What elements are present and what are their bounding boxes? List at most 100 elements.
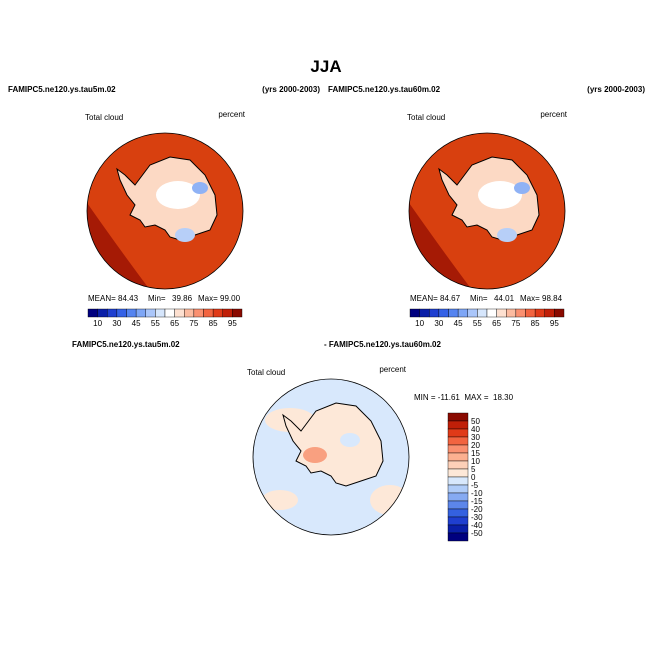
colorbar-label: -5 xyxy=(471,481,479,490)
colorbar-box xyxy=(447,532,469,542)
colorbar-box xyxy=(212,308,223,318)
colorbar-label: -15 xyxy=(471,497,483,506)
colorbar-label: 85 xyxy=(531,319,540,328)
map-border xyxy=(408,132,566,290)
colorbar-label: 75 xyxy=(189,319,198,328)
case-label: - FAMIPC5.ne120.ys.tau60m.02 xyxy=(324,340,441,349)
map xyxy=(409,133,565,289)
map xyxy=(87,133,243,289)
colorbar-box xyxy=(457,308,468,318)
colorbar-box xyxy=(87,308,98,318)
stat: 99.00 xyxy=(220,294,241,303)
colorbar-box xyxy=(107,308,118,318)
colorbar-box xyxy=(554,308,565,318)
colorbar-label: 30 xyxy=(112,319,121,328)
colorbar-box xyxy=(135,308,146,318)
colorbar-label: 10 xyxy=(93,319,102,328)
colorbar-box xyxy=(447,420,469,430)
colorbar-box xyxy=(447,484,469,494)
stat: 84.43 xyxy=(118,294,139,303)
colorbar-label: 55 xyxy=(151,319,160,328)
stat: Min= xyxy=(470,294,488,303)
colorbar-box xyxy=(448,308,459,318)
colorbar-label: 75 xyxy=(511,319,520,328)
colorbar-box xyxy=(534,308,545,318)
units-label: percent xyxy=(218,110,245,119)
colorbar-box xyxy=(184,308,195,318)
colorbar-label: 10 xyxy=(471,457,480,466)
colorbar-box xyxy=(496,308,507,318)
colorbar-box xyxy=(438,308,449,318)
colorbar-label: -30 xyxy=(471,513,483,522)
variable-label: Total cloud xyxy=(85,113,123,122)
title: JJA xyxy=(310,57,341,76)
stats: MIN = -11.61 MAX = 18.30 xyxy=(414,393,514,402)
colorbar-label: 65 xyxy=(170,319,179,328)
colorbar-label: 30 xyxy=(434,319,443,328)
years-label: (yrs 2000-2003) xyxy=(587,85,645,94)
colorbar-box xyxy=(193,308,204,318)
colorbar-box xyxy=(447,492,469,502)
stat: MEAN= xyxy=(88,294,116,303)
colorbar-box xyxy=(447,452,469,462)
colorbar-box xyxy=(515,308,526,318)
map xyxy=(253,379,409,535)
stat: 84.67 xyxy=(440,294,461,303)
variable-label: Total cloud xyxy=(247,368,285,377)
colorbar-box xyxy=(116,308,127,318)
colorbar-label: 5 xyxy=(471,465,476,474)
units-label: percent xyxy=(540,110,567,119)
colorbar-label: 45 xyxy=(132,319,141,328)
variable-label: Total cloud xyxy=(407,113,445,122)
colorbar-box xyxy=(506,308,517,318)
colorbar-label: 65 xyxy=(492,319,501,328)
colorbar-box xyxy=(203,308,214,318)
colorbar-box xyxy=(232,308,243,318)
colorbar-box xyxy=(222,308,233,318)
colorbar-box xyxy=(447,476,469,486)
colorbar-box xyxy=(447,436,469,446)
colorbar-box xyxy=(409,308,420,318)
map-border xyxy=(252,378,410,536)
map-border xyxy=(86,132,244,290)
colorbar-label: -10 xyxy=(471,489,483,498)
years-label: (yrs 2000-2003) xyxy=(262,85,320,94)
colorbar-box xyxy=(447,516,469,526)
colorbar-label: 40 xyxy=(471,425,480,434)
colorbar-box xyxy=(447,468,469,478)
stat: Min= xyxy=(148,294,166,303)
colorbar-label: 95 xyxy=(550,319,559,328)
case-label: FAMIPC5.ne120.ys.tau5m.02 xyxy=(72,340,180,349)
colorbar-label: 20 xyxy=(471,441,480,450)
colorbar-label: 50 xyxy=(471,417,480,426)
stat: Max= xyxy=(520,294,540,303)
stat: 98.84 xyxy=(542,294,563,303)
colorbar-label: 30 xyxy=(471,433,480,442)
colorbar-box xyxy=(486,308,497,318)
colorbar-box xyxy=(447,460,469,470)
colorbar-box xyxy=(126,308,137,318)
case-label: FAMIPC5.ne120.ys.tau60m.02 xyxy=(328,85,441,94)
colorbar-box xyxy=(477,308,488,318)
colorbar-label: -40 xyxy=(471,521,483,530)
colorbar-box xyxy=(97,308,108,318)
colorbar-box xyxy=(447,444,469,454)
colorbar-label: 15 xyxy=(471,449,480,458)
colorbar-label: -20 xyxy=(471,505,483,514)
stats: MEAN= 84.43 Min= 39.86 Max= 99.00 MEAN= … xyxy=(88,294,563,303)
colorbar-label: 45 xyxy=(454,319,463,328)
colorbar-box xyxy=(155,308,166,318)
colorbar-label: 95 xyxy=(228,319,237,328)
stat: MEAN= xyxy=(410,294,438,303)
colorbar-label: 55 xyxy=(473,319,482,328)
stat: 44.01 xyxy=(494,294,515,303)
colorbar-label: 0 xyxy=(471,473,476,482)
colorbar-box xyxy=(447,412,469,422)
colorbar-box xyxy=(447,500,469,510)
colorbar-label: -50 xyxy=(471,529,483,538)
stat: 39.86 xyxy=(172,294,193,303)
colorbar-box xyxy=(467,308,478,318)
